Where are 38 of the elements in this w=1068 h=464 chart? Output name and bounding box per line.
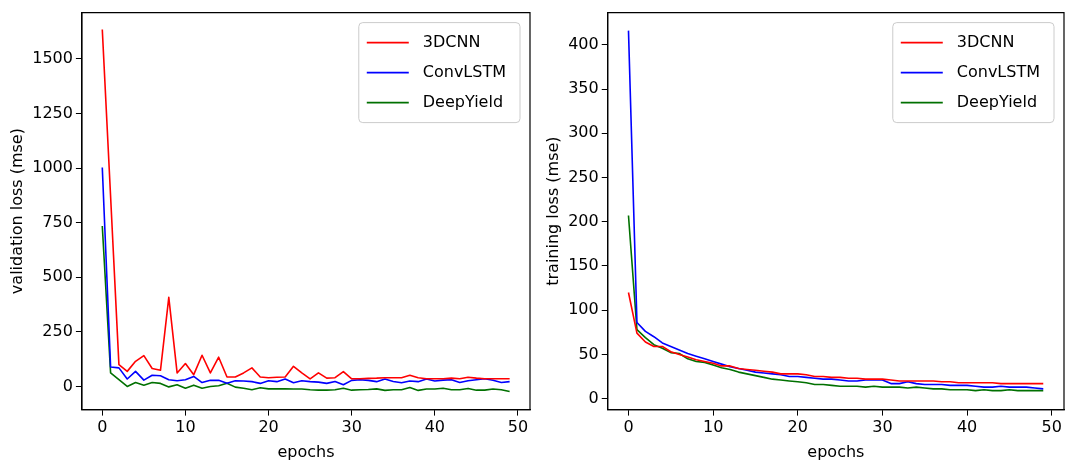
legend-label: DeepYield (422, 91, 504, 111)
x-tick-label: 20 (258, 417, 279, 437)
y-axis-title: validation loss (mse) (6, 128, 26, 295)
x-tick-label: 0 (97, 417, 108, 437)
y-tick-label: 250 (568, 166, 599, 186)
y-tick-label: 1500 (32, 48, 73, 68)
y-tick-label: 300 (568, 122, 599, 142)
x-tick-label: 30 (872, 417, 893, 437)
y-tick-label: 150 (568, 255, 599, 275)
y-tick-label: 0 (588, 387, 599, 407)
y-tick-label: 750 (42, 211, 73, 231)
y-tick-label: 200 (568, 210, 599, 230)
x-tick-label: 50 (1041, 417, 1062, 437)
y-tick-label: 100 (568, 299, 599, 319)
x-axis-title: epochs (807, 441, 865, 461)
x-tick-label: 50 (507, 417, 529, 437)
y-tick-label: 0 (62, 375, 73, 395)
legend-label: DeepYield (956, 91, 1038, 111)
x-tick-label: 10 (175, 417, 196, 437)
x-axis-title: epochs (277, 441, 335, 461)
legend-label: 3DCNN (422, 31, 481, 51)
y-tick-label: 50 (578, 343, 599, 363)
x-tick-label: 40 (424, 417, 445, 437)
legend-label: ConvLSTM (422, 61, 506, 81)
legend-label: 3DCNN (956, 31, 1015, 51)
y-tick-label: 1000 (32, 157, 73, 177)
y-tick-label: 1250 (32, 102, 73, 122)
y-tick-label: 400 (568, 33, 599, 53)
y-tick-label: 250 (42, 321, 73, 341)
legend-label: ConvLSTM (956, 61, 1040, 81)
x-tick-label: 30 (341, 417, 362, 437)
x-tick-label: 20 (787, 417, 808, 437)
y-tick-label: 350 (568, 78, 599, 98)
x-tick-label: 10 (702, 417, 724, 437)
y-tick-label: 500 (42, 266, 73, 286)
x-tick-label: 0 (623, 417, 634, 437)
y-axis-title: training loss (mse) (542, 136, 562, 286)
x-tick-label: 40 (956, 417, 978, 437)
